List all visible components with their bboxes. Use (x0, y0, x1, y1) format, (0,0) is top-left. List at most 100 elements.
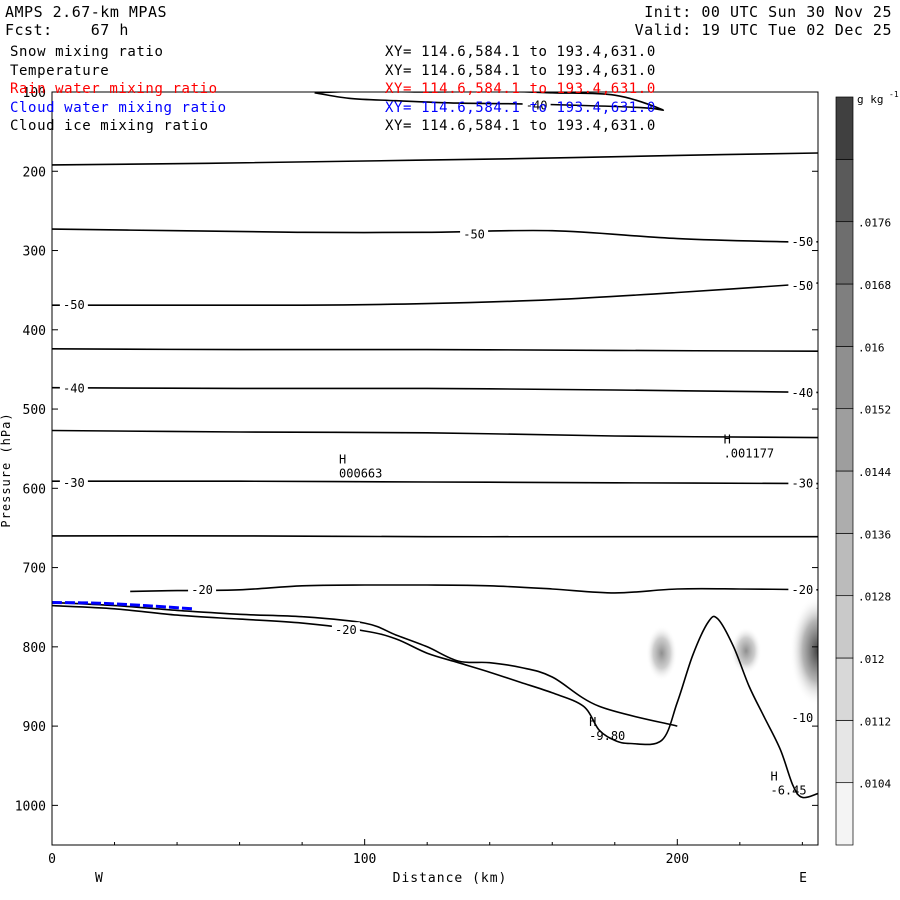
plot-frame (51, 91, 819, 846)
y-tick-label: 1000 (15, 799, 46, 814)
legend-name: Cloud ice mixing ratio (10, 118, 209, 134)
temperature-contour (52, 282, 818, 307)
init-time: Init: 00 UTC Sun 30 Nov 25 (644, 3, 892, 21)
colorbar-swatch (835, 782, 854, 846)
legend-xy: XY= 114.6,584.1 to 193.4,631.0 (385, 62, 656, 79)
contour-label-bg (59, 474, 88, 489)
east-label: E (799, 871, 807, 886)
temperature-contour (52, 535, 818, 538)
temperature-contour (52, 429, 818, 439)
plot-frame-border (51, 91, 819, 846)
contour-label: -40 (526, 98, 548, 112)
x-tick-label: 0 (48, 852, 56, 867)
y-tick-label: 200 (23, 165, 46, 180)
high-value: .001177 (724, 447, 775, 461)
contour-label-bg (331, 622, 360, 637)
high-value: -9.80 (589, 729, 625, 743)
shaded-region (730, 627, 762, 675)
colorbar-swatch (835, 719, 854, 784)
contour-label: -30 (63, 476, 85, 490)
x-tick-label: 200 (666, 852, 689, 867)
colorbar-swatch (835, 283, 854, 347)
contour-label: -50 (463, 228, 485, 242)
high-symbol: H (770, 769, 777, 783)
contour-label: -20 (191, 583, 213, 597)
y-tick-label: 100 (23, 86, 46, 101)
contour-label-bg (460, 226, 489, 241)
contour-label-bg (59, 380, 88, 395)
legend-xy: XY= 114.6,584.1 to 193.4,631.0 (385, 99, 656, 116)
colorbar-label: .0112 (858, 715, 891, 728)
high-symbol: H (339, 452, 346, 466)
x-axis-label: Distance (km) (393, 871, 508, 886)
legend-xy: XY= 114.6,584.1 to 193.4,631.0 (385, 118, 656, 134)
colorbar-swatch (835, 532, 854, 597)
contour-label: -30 (792, 477, 814, 491)
y-tick-label: 500 (23, 403, 46, 418)
temperature-contour (52, 480, 818, 485)
legend-name: Temperature (10, 62, 110, 79)
valid-time: Valid: 19 UTC Tue 02 Dec 25 (634, 21, 892, 39)
legend-xy: XY= 114.6,584.1 to 193.4,631.0 (385, 81, 656, 97)
temperature-contour (52, 601, 678, 727)
colorbar-label: .0136 (858, 528, 891, 541)
colorbar-swatch (835, 158, 854, 223)
shaded-region (789, 595, 818, 707)
colorbar-swatch (835, 345, 854, 410)
y-tick-label: 900 (23, 720, 46, 735)
colorbar-swatch (835, 221, 854, 285)
west-label: W (95, 871, 103, 886)
contour-label: -50 (63, 298, 85, 312)
forecast-label-text: Fcst: (5, 21, 53, 39)
contour-label: -40 (63, 381, 85, 395)
contour-label: -20 (792, 583, 814, 597)
colorbar-swatch (835, 657, 854, 721)
forecast-hours: 67 h (90, 21, 129, 39)
legend-name: Cloud water mixing ratio (10, 99, 227, 116)
shaded-region (646, 625, 678, 681)
colorbar-label: .0128 (858, 591, 891, 604)
contour-label: -10 (792, 711, 814, 725)
y-axis-label: Pressure (hPa) (0, 412, 13, 527)
contour-label-bg (788, 278, 817, 293)
colorbar-label: .0176 (858, 217, 891, 230)
colorbar-label: .0168 (858, 279, 891, 292)
contour-label: -40 (792, 386, 814, 400)
contour-label: -50 (792, 279, 814, 293)
contour-label-bg (788, 385, 817, 400)
contour-label: -20 (335, 623, 357, 637)
temperature-contour (130, 584, 818, 594)
contour-label: -50 (792, 235, 814, 249)
contour-label-bg (522, 97, 551, 112)
x-tick-label: 100 (353, 852, 376, 867)
temperature-contour (314, 92, 665, 111)
contour-label-bg (59, 297, 88, 312)
y-tick-label: 600 (23, 482, 46, 497)
colorbar-label: .016 (858, 341, 885, 354)
legend-name: Rain water mixing ratio (10, 81, 218, 97)
colorbar-unit: g kg (857, 93, 884, 106)
temperature-contour (52, 386, 818, 394)
y-tick-label: 800 (23, 641, 46, 656)
high-value: 000663 (339, 466, 382, 480)
colorbar-label: .0144 (858, 466, 891, 479)
high-symbol: H (589, 715, 596, 729)
model-title: AMPS 2.67-km MPAS (5, 3, 168, 21)
legend-xy: XY= 114.6,584.1 to 193.4,631.0 (385, 44, 656, 60)
colorbar-unit-exponent: -1 (889, 90, 899, 99)
temperature-contour (52, 152, 818, 166)
contour-label-bg (788, 233, 817, 248)
cloud-water-contour (52, 601, 193, 611)
forecast-label: Fcst: 67 h (5, 22, 129, 39)
colorbar-label: .0104 (858, 778, 891, 791)
colorbar-swatch (835, 408, 854, 472)
shaded-regions (646, 595, 818, 707)
contour-label-bg (788, 710, 817, 725)
contour-label-bg (788, 475, 817, 490)
temperature-contours (52, 92, 818, 799)
legend-name: Snow mixing ratio (10, 44, 164, 60)
colorbar-swatch (835, 96, 854, 160)
colorbar-swatch (835, 595, 854, 659)
temperature-contour (52, 348, 818, 352)
